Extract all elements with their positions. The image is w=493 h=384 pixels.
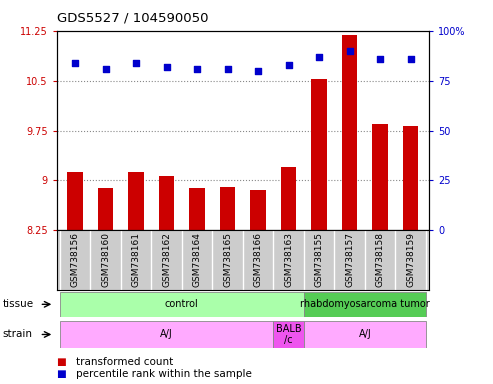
Point [346,48,353,54]
Text: GSM738158: GSM738158 [376,232,385,287]
Text: tissue: tissue [2,299,34,310]
Text: GSM738161: GSM738161 [132,232,141,287]
Text: control: control [165,299,199,310]
Text: GSM738164: GSM738164 [193,232,202,287]
Text: GSM738163: GSM738163 [284,232,293,287]
Text: A/J: A/J [358,329,371,339]
Point [163,64,171,70]
Text: GSM738157: GSM738157 [345,232,354,287]
Point [132,60,140,66]
Text: GSM738162: GSM738162 [162,232,171,287]
Text: A/J: A/J [160,329,173,339]
Point [315,54,323,60]
Bar [68,172,83,230]
Point [193,66,201,72]
Bar [304,321,426,348]
Text: transformed count: transformed count [76,357,174,367]
Bar [304,292,426,317]
Bar [342,35,357,230]
Point [407,56,415,62]
Point [224,66,232,72]
Bar [98,189,113,230]
Point [254,68,262,74]
Point [376,56,384,62]
Bar [403,126,418,230]
Bar [220,187,235,230]
Bar [312,79,327,230]
Text: GSM738159: GSM738159 [406,232,415,287]
Bar [159,176,174,230]
Point [284,61,292,68]
Text: ■: ■ [57,369,70,379]
Text: BALB
/c: BALB /c [276,324,301,345]
Bar [250,190,266,230]
Text: GDS5527 / 104590050: GDS5527 / 104590050 [57,12,208,25]
Text: GSM738155: GSM738155 [315,232,323,287]
Bar [60,292,304,317]
Point [71,60,79,66]
Text: GSM738160: GSM738160 [101,232,110,287]
Bar [189,189,205,230]
Text: strain: strain [2,329,33,339]
Bar [60,321,273,348]
Point [102,66,109,72]
Text: percentile rank within the sample: percentile rank within the sample [76,369,252,379]
Bar [273,321,304,348]
Bar [281,167,296,230]
Text: rhabdomyosarcoma tumor: rhabdomyosarcoma tumor [300,299,430,310]
Bar [373,124,387,230]
Text: GSM738165: GSM738165 [223,232,232,287]
Bar [128,172,143,230]
Text: GSM738156: GSM738156 [70,232,79,287]
Text: ■: ■ [57,357,70,367]
Text: GSM738166: GSM738166 [253,232,263,287]
